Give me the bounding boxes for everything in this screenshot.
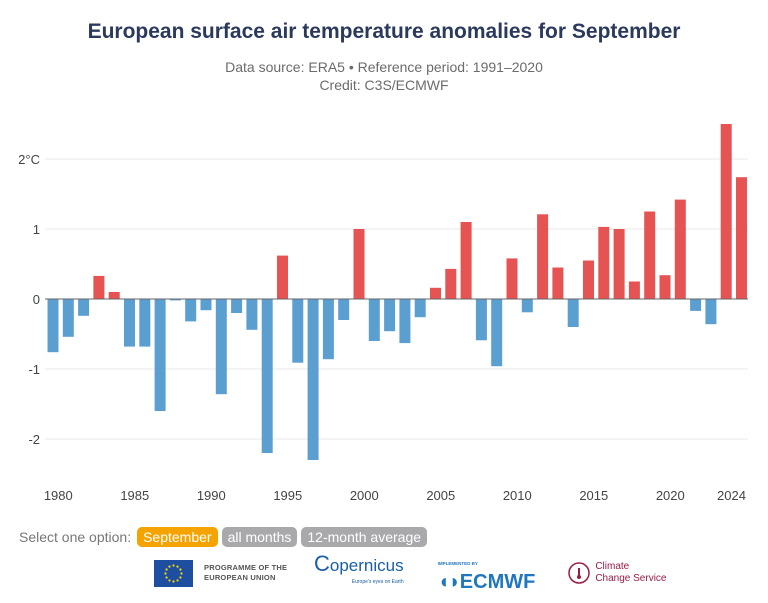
option-label: Select one option: xyxy=(19,529,132,545)
bar-2023 xyxy=(720,124,732,299)
y-tick-label: 2°C xyxy=(18,152,40,167)
bar-2005 xyxy=(445,268,457,299)
chart-title: European surface air temperature anomali… xyxy=(87,20,681,43)
bar-1995 xyxy=(292,299,304,363)
bar-1987 xyxy=(169,299,181,301)
bar-1983 xyxy=(108,292,120,299)
x-tick-label: 1990 xyxy=(197,488,226,503)
bar-1980 xyxy=(62,299,74,337)
x-tick-label: 1985 xyxy=(120,488,149,503)
bar-1993 xyxy=(261,299,273,453)
bar-1999 xyxy=(353,229,365,299)
bar-2018 xyxy=(644,211,656,299)
bar-2021 xyxy=(690,299,702,311)
x-tick-label: 2020 xyxy=(656,488,685,503)
logo-bar: PROGRAMME OF THE EUROPEAN UNION Copernic… xyxy=(154,553,666,593)
option-september[interactable]: September xyxy=(137,527,218,547)
bar-2024 xyxy=(736,177,747,299)
bar-1997 xyxy=(322,299,334,360)
bar-2014 xyxy=(583,260,594,299)
bar-2006 xyxy=(460,222,472,299)
x-tick-label: 1995 xyxy=(273,488,302,503)
option-selector: Select one option: September all months … xyxy=(19,527,428,547)
bar-2019 xyxy=(659,275,671,299)
bar-2011 xyxy=(537,214,549,299)
ecmwf-implemented-by: IMPLEMENTED BY xyxy=(437,561,478,566)
thermometer-cloud-icon xyxy=(568,562,591,584)
bar-2000 xyxy=(368,299,380,341)
bar-1982 xyxy=(93,275,105,299)
ecmwf-logo: IMPLEMENTED BY ◖◗ECMWF xyxy=(437,555,536,593)
copernicus-tagline: Europe's eyes on Earth xyxy=(351,579,404,585)
eu-flag-logo xyxy=(154,559,193,587)
bar-1979 xyxy=(47,299,59,353)
bar-1988 xyxy=(185,299,197,322)
copernicus-logo: Copernicus Europe's eyes on Earth xyxy=(314,553,404,590)
x-tick-label: 2010 xyxy=(503,488,532,503)
x-tick-label: 1980 xyxy=(44,488,73,503)
bar-1991 xyxy=(231,299,243,313)
bar-1992 xyxy=(246,299,258,330)
option-all-months[interactable]: all months xyxy=(221,527,298,547)
bar-1981 xyxy=(78,299,90,316)
bar-2003 xyxy=(414,299,426,318)
c3s-label-2: Change Service xyxy=(595,573,667,584)
bar-1985 xyxy=(139,299,151,347)
c3s-label-1: Climate xyxy=(595,561,630,572)
x-tick-label: 2005 xyxy=(426,488,455,503)
bar-1989 xyxy=(200,299,212,311)
bar-2013 xyxy=(567,299,579,327)
bar-2016 xyxy=(613,229,625,299)
y-tick-label: 0 xyxy=(33,292,40,307)
bar-2004 xyxy=(430,287,441,299)
c3s-logo: Climate Change Service xyxy=(567,561,666,585)
bar-2002 xyxy=(399,299,411,344)
bar-2001 xyxy=(384,299,396,332)
bar-chart: -2 -1 0 1 2°C 1980 1985 1990 1995 2000 2005 2010 201… xyxy=(18,124,748,503)
x-tick-label: 2024 xyxy=(717,488,746,503)
bar-1984 xyxy=(124,299,135,347)
chart-credit: Credit: C3S/ECMWF xyxy=(319,77,449,93)
bar-2007 xyxy=(475,299,487,341)
bar-2022 xyxy=(705,299,717,325)
bar-1994 xyxy=(277,255,288,299)
bar-2015 xyxy=(598,226,610,299)
copernicus-label: opernicus xyxy=(329,556,404,575)
y-tick-label: 1 xyxy=(33,222,40,237)
bar-2009 xyxy=(506,258,518,299)
eu-programme-label: PROGRAMME OF THE EUROPEAN UNION xyxy=(204,563,288,582)
ecmwf-label: ECMWF xyxy=(459,571,536,593)
x-tick-label: 2000 xyxy=(350,488,379,503)
bar-1986 xyxy=(154,299,166,411)
bar-2008 xyxy=(491,299,503,367)
y-tick-label: -1 xyxy=(28,362,40,377)
x-tick-label: 2015 xyxy=(579,488,608,503)
option-12-month-average[interactable]: 12-month average xyxy=(301,527,428,547)
bar-1990 xyxy=(215,299,227,395)
bar-2012 xyxy=(552,267,564,299)
bar-2017 xyxy=(628,281,640,299)
eu-programme-text: PROGRAMME OF THE EUROPEAN UNION xyxy=(204,563,300,583)
bar-2010 xyxy=(521,299,533,313)
bar-1996 xyxy=(307,299,319,460)
chart-subtitle: Data source: ERA5 • Reference period: 19… xyxy=(225,59,543,75)
y-tick-label: -2 xyxy=(28,432,40,447)
bar-1998 xyxy=(338,299,350,320)
bar-2020 xyxy=(674,199,686,299)
